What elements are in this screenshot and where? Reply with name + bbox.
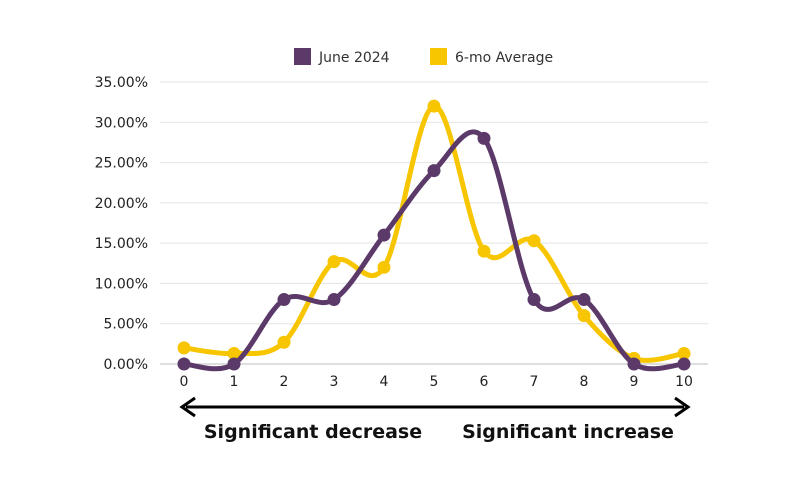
data-point bbox=[277, 335, 291, 349]
x-tick-label: 10 bbox=[675, 374, 693, 390]
data-point bbox=[677, 347, 691, 361]
data-point bbox=[377, 260, 391, 274]
series-line bbox=[181, 103, 687, 363]
x-tick-label: 9 bbox=[630, 374, 639, 390]
data-point bbox=[177, 341, 191, 355]
series-layer bbox=[177, 99, 691, 372]
x-tick-label: 2 bbox=[280, 374, 289, 390]
x-axis-ticks: 0 1 2 3 4 5 6 7 8 9 10 bbox=[180, 374, 693, 390]
x-tick-label: 0 bbox=[180, 374, 189, 390]
data-point bbox=[227, 357, 241, 371]
data-point bbox=[377, 228, 391, 242]
data-point bbox=[477, 131, 491, 145]
x-tick-label: 7 bbox=[530, 374, 539, 390]
y-tick-label: 25.00% bbox=[95, 156, 148, 172]
legend-label: June 2024 bbox=[318, 50, 390, 66]
gridlines bbox=[160, 81, 708, 365]
data-point bbox=[327, 255, 341, 269]
data-point bbox=[427, 99, 441, 113]
legend-swatch bbox=[294, 48, 311, 65]
data-point bbox=[527, 234, 541, 248]
data-point bbox=[227, 347, 241, 361]
series-6-mo-average bbox=[177, 99, 691, 365]
x-tick-label: 6 bbox=[480, 374, 489, 390]
x-tick-label: 8 bbox=[580, 374, 589, 390]
legend-swatch bbox=[430, 48, 447, 65]
legend-item: 6-mo Average bbox=[430, 48, 553, 66]
data-point bbox=[577, 309, 591, 323]
legend-item: June 2024 bbox=[294, 48, 390, 66]
y-tick-label: 0.00% bbox=[104, 357, 148, 373]
data-point bbox=[527, 293, 541, 307]
data-point bbox=[177, 357, 191, 371]
x-tick-label: 3 bbox=[330, 374, 339, 390]
y-tick-label: 20.00% bbox=[95, 196, 148, 212]
data-point bbox=[427, 164, 441, 178]
y-tick-label: 35.00% bbox=[95, 75, 148, 91]
data-point bbox=[627, 357, 641, 371]
y-tick-label: 10.00% bbox=[95, 276, 148, 292]
data-point bbox=[677, 357, 691, 371]
y-tick-label: 5.00% bbox=[104, 317, 148, 333]
x-tick-label: 4 bbox=[380, 374, 389, 390]
y-axis-ticks: 0.00% 5.00% 10.00% 15.00% 20.00% 25.00% 30.00%… bbox=[95, 75, 148, 373]
data-point bbox=[277, 293, 291, 307]
data-point bbox=[577, 293, 591, 307]
legend-label: 6-mo Average bbox=[455, 50, 553, 66]
annotation-decrease: Significant decrease bbox=[204, 421, 422, 443]
annotation-increase: Significant increase bbox=[462, 421, 674, 443]
data-point bbox=[477, 244, 491, 258]
y-tick-label: 15.00% bbox=[95, 236, 148, 252]
series-line bbox=[181, 129, 687, 372]
x-tick-label: 1 bbox=[230, 374, 239, 390]
direction-arrow bbox=[179, 396, 691, 418]
y-tick-label: 30.00% bbox=[95, 115, 148, 131]
x-tick-label: 5 bbox=[430, 374, 439, 390]
data-point bbox=[327, 293, 341, 307]
legend: June 2024 6-mo Average bbox=[294, 48, 553, 66]
series-june-2024 bbox=[177, 129, 691, 372]
